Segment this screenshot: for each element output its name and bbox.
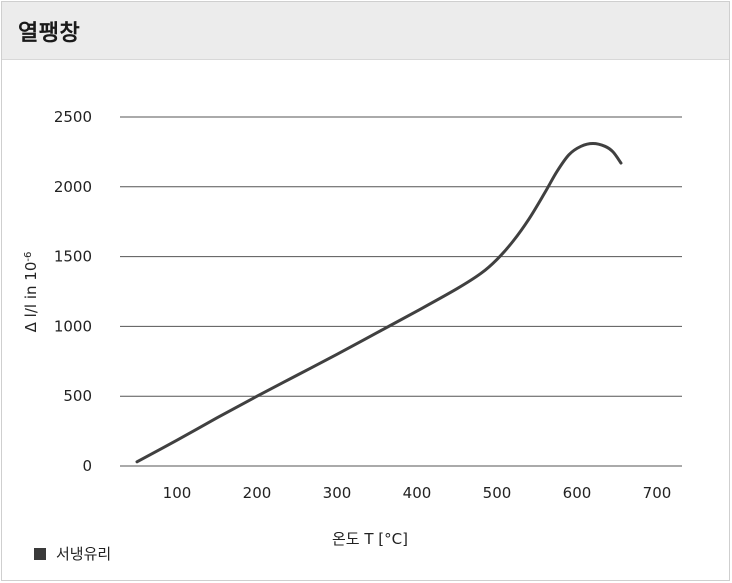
page-title: 열팽창: [18, 21, 81, 46]
y-tick-label-0: 0: [82, 457, 92, 475]
y-tick-label-2500: 2500: [54, 108, 92, 126]
legend-swatch: [34, 547, 46, 560]
y-tick-label-500: 500: [63, 387, 92, 405]
x-axis-label: 온도 T [°C]: [332, 530, 408, 548]
legend: 서냉유리: [34, 543, 111, 564]
x-tick-label-100: 100: [163, 484, 192, 502]
legend-label: 서냉유리: [56, 545, 112, 563]
x-tick-label-500: 500: [483, 484, 512, 502]
x-tick-label-600: 600: [563, 484, 592, 502]
series-line-0: [135, 142, 623, 464]
x-tick-label-400: 400: [403, 484, 432, 502]
y-tick-label-1000: 1000: [54, 317, 92, 335]
y-tick-label-2000: 2000: [54, 178, 92, 196]
x-tick-label-700: 700: [643, 484, 672, 502]
x-tick-label-300: 300: [323, 484, 352, 502]
x-tick-label-200: 200: [243, 484, 272, 502]
header-bar: 열팽창: [2, 2, 729, 60]
y-tick-label-1500: 1500: [54, 248, 92, 266]
y-axis-label: Δ l/l in 10-6: [22, 252, 40, 333]
